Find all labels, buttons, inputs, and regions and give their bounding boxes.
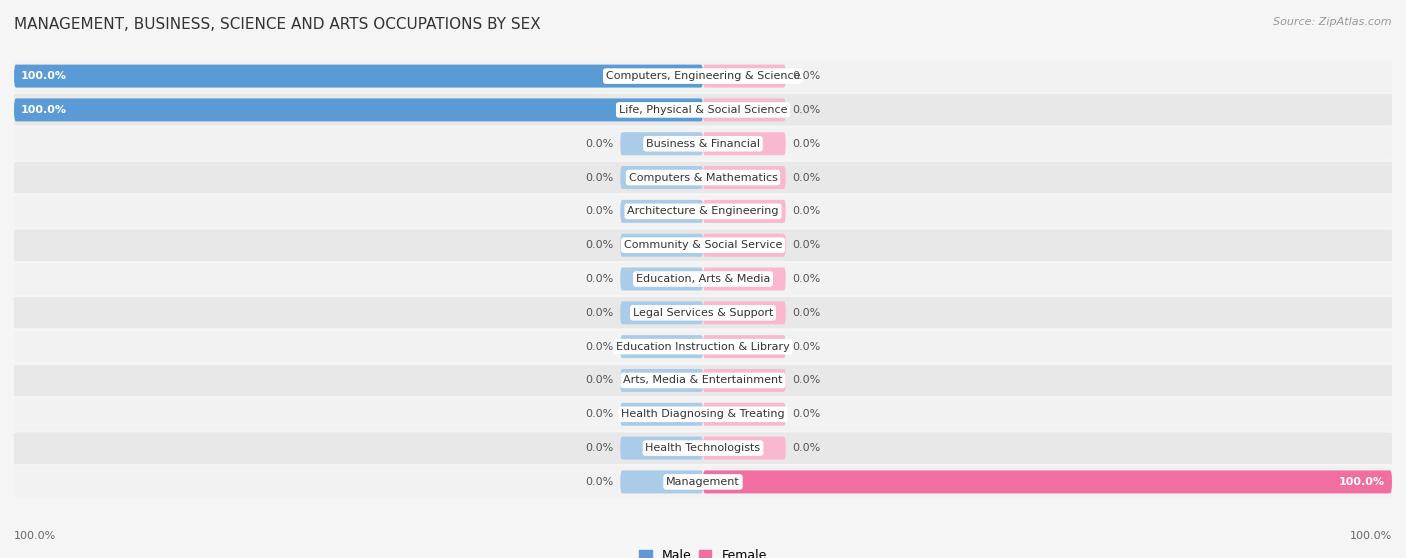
Bar [14, 263, 1392, 295]
Bar [14, 196, 1392, 227]
FancyBboxPatch shape [703, 234, 786, 257]
FancyBboxPatch shape [703, 132, 786, 155]
Bar [14, 297, 1392, 328]
FancyBboxPatch shape [14, 365, 1392, 396]
FancyBboxPatch shape [14, 60, 1392, 92]
Text: Business & Financial: Business & Financial [645, 139, 761, 149]
Text: 0.0%: 0.0% [585, 274, 613, 284]
Text: 0.0%: 0.0% [793, 409, 821, 419]
FancyBboxPatch shape [14, 98, 703, 122]
Text: Health Technologists: Health Technologists [645, 443, 761, 453]
Bar [14, 162, 1392, 193]
FancyBboxPatch shape [703, 98, 786, 122]
Text: 0.0%: 0.0% [793, 71, 821, 81]
FancyBboxPatch shape [14, 162, 1392, 193]
Text: 0.0%: 0.0% [585, 172, 613, 182]
Text: Education Instruction & Library: Education Instruction & Library [616, 341, 790, 352]
FancyBboxPatch shape [14, 297, 1392, 328]
Text: 0.0%: 0.0% [793, 341, 821, 352]
FancyBboxPatch shape [620, 470, 703, 493]
FancyBboxPatch shape [620, 267, 703, 291]
Text: 0.0%: 0.0% [585, 443, 613, 453]
FancyBboxPatch shape [14, 466, 1392, 498]
FancyBboxPatch shape [620, 132, 703, 155]
Bar [14, 466, 1392, 498]
FancyBboxPatch shape [14, 94, 1392, 126]
Text: 0.0%: 0.0% [793, 139, 821, 149]
Text: 0.0%: 0.0% [793, 172, 821, 182]
Text: 0.0%: 0.0% [585, 240, 613, 250]
FancyBboxPatch shape [620, 335, 703, 358]
Text: Health Diagnosing & Treating: Health Diagnosing & Treating [621, 409, 785, 419]
FancyBboxPatch shape [14, 432, 1392, 464]
Text: 0.0%: 0.0% [585, 139, 613, 149]
FancyBboxPatch shape [620, 166, 703, 189]
FancyBboxPatch shape [703, 470, 1392, 493]
Text: 100.0%: 100.0% [21, 105, 67, 115]
Bar [14, 365, 1392, 396]
Text: Computers, Engineering & Science: Computers, Engineering & Science [606, 71, 800, 81]
Text: 0.0%: 0.0% [793, 105, 821, 115]
Bar [14, 128, 1392, 159]
FancyBboxPatch shape [703, 166, 786, 189]
FancyBboxPatch shape [14, 230, 1392, 261]
FancyBboxPatch shape [703, 335, 786, 358]
Text: 0.0%: 0.0% [793, 376, 821, 386]
Bar [14, 432, 1392, 464]
Text: Management: Management [666, 477, 740, 487]
FancyBboxPatch shape [620, 369, 703, 392]
Text: 0.0%: 0.0% [585, 206, 613, 217]
FancyBboxPatch shape [14, 128, 1392, 159]
Bar [14, 60, 1392, 92]
Text: 0.0%: 0.0% [793, 308, 821, 318]
Text: Legal Services & Support: Legal Services & Support [633, 308, 773, 318]
FancyBboxPatch shape [620, 234, 703, 257]
FancyBboxPatch shape [14, 263, 1392, 295]
FancyBboxPatch shape [703, 403, 786, 426]
Bar [14, 94, 1392, 126]
FancyBboxPatch shape [620, 200, 703, 223]
Text: 100.0%: 100.0% [1350, 531, 1392, 541]
FancyBboxPatch shape [14, 331, 1392, 362]
FancyBboxPatch shape [14, 399, 1392, 430]
Text: 0.0%: 0.0% [793, 443, 821, 453]
FancyBboxPatch shape [703, 267, 786, 291]
Text: 100.0%: 100.0% [14, 531, 56, 541]
Bar [14, 230, 1392, 261]
Legend: Male, Female: Male, Female [634, 545, 772, 558]
FancyBboxPatch shape [620, 403, 703, 426]
Text: 0.0%: 0.0% [585, 409, 613, 419]
Text: 0.0%: 0.0% [585, 308, 613, 318]
Text: 100.0%: 100.0% [1339, 477, 1385, 487]
FancyBboxPatch shape [14, 65, 703, 88]
Text: Education, Arts & Media: Education, Arts & Media [636, 274, 770, 284]
FancyBboxPatch shape [703, 200, 786, 223]
FancyBboxPatch shape [620, 301, 703, 324]
Bar [14, 331, 1392, 362]
Text: MANAGEMENT, BUSINESS, SCIENCE AND ARTS OCCUPATIONS BY SEX: MANAGEMENT, BUSINESS, SCIENCE AND ARTS O… [14, 17, 541, 32]
Text: 0.0%: 0.0% [585, 477, 613, 487]
Text: Life, Physical & Social Science: Life, Physical & Social Science [619, 105, 787, 115]
Text: Computers & Mathematics: Computers & Mathematics [628, 172, 778, 182]
Text: 0.0%: 0.0% [793, 274, 821, 284]
Text: 0.0%: 0.0% [793, 206, 821, 217]
Text: Community & Social Service: Community & Social Service [624, 240, 782, 250]
Text: 0.0%: 0.0% [585, 341, 613, 352]
Text: Source: ZipAtlas.com: Source: ZipAtlas.com [1274, 17, 1392, 27]
FancyBboxPatch shape [620, 436, 703, 460]
FancyBboxPatch shape [14, 196, 1392, 227]
Text: 0.0%: 0.0% [793, 240, 821, 250]
Text: Architecture & Engineering: Architecture & Engineering [627, 206, 779, 217]
FancyBboxPatch shape [703, 436, 786, 460]
Bar [14, 399, 1392, 430]
FancyBboxPatch shape [703, 65, 786, 88]
FancyBboxPatch shape [703, 369, 786, 392]
Text: 0.0%: 0.0% [585, 376, 613, 386]
Text: 100.0%: 100.0% [21, 71, 67, 81]
FancyBboxPatch shape [703, 301, 786, 324]
Text: Arts, Media & Entertainment: Arts, Media & Entertainment [623, 376, 783, 386]
